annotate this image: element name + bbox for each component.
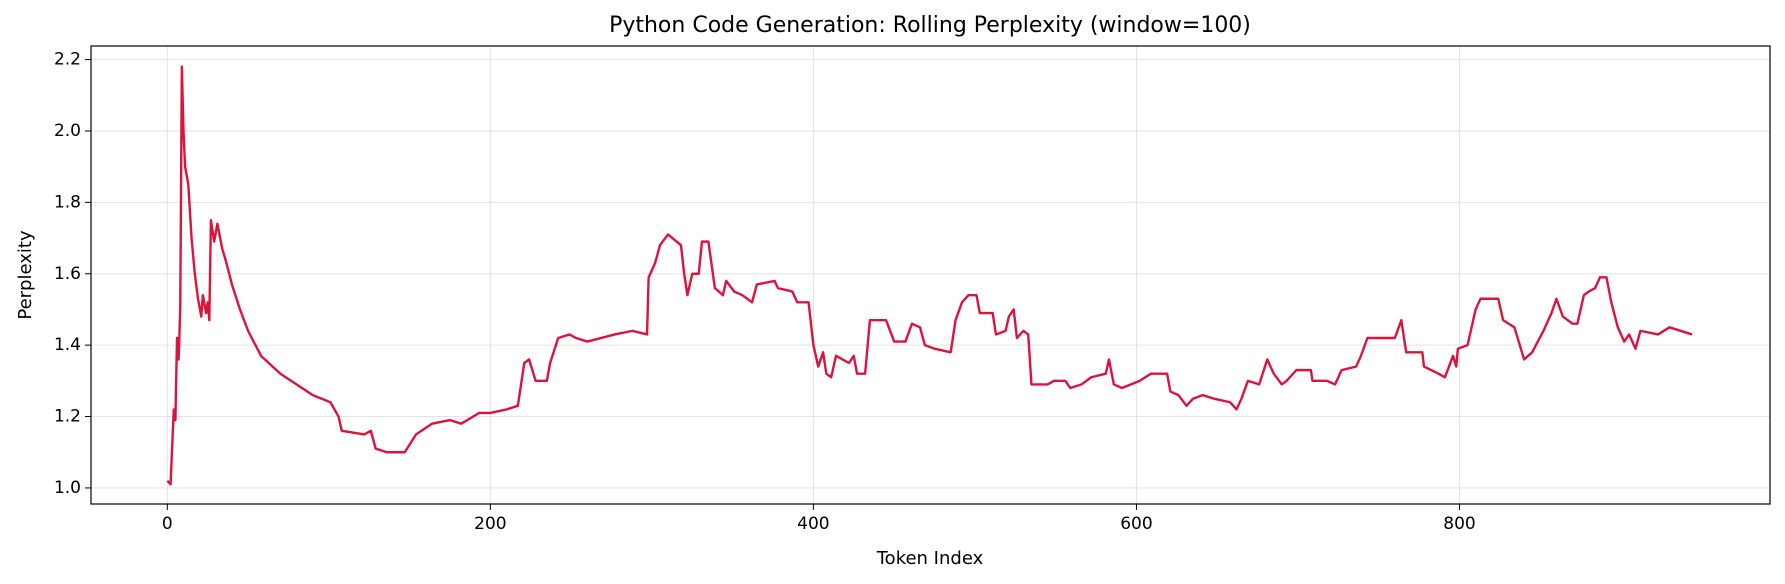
line xyxy=(166,65,1693,486)
y-tick-label: 1.8 xyxy=(54,192,81,212)
y-tick-label: 1.6 xyxy=(54,264,81,284)
y-tick-label: 2.2 xyxy=(54,50,81,70)
chart-title: Python Code Generation: Rolling Perplexi… xyxy=(609,13,1251,38)
x-axis-label: Token Index xyxy=(876,548,984,569)
grid xyxy=(91,46,1770,504)
x-tick-label: 800 xyxy=(1443,514,1475,534)
y-tick-label: 2.0 xyxy=(54,121,81,141)
y-tick-label: 1.4 xyxy=(54,335,81,355)
plot xyxy=(166,65,1693,486)
x-tick-label: 600 xyxy=(1120,514,1152,534)
x-tick-label: 0 xyxy=(162,514,173,534)
y-axis-label: Perplexity xyxy=(15,230,36,320)
y-tick-label: 1.0 xyxy=(54,478,81,498)
y-tick-label: 1.2 xyxy=(54,407,81,427)
x-tick-label: 200 xyxy=(474,514,506,534)
axes-frame xyxy=(90,45,1771,505)
x-tick-label: 400 xyxy=(797,514,829,534)
